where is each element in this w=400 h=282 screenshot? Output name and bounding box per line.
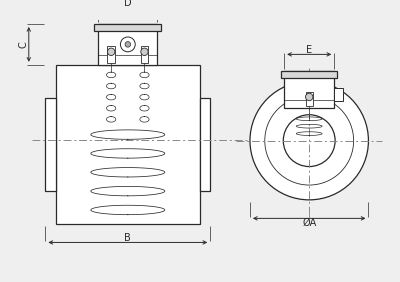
- Circle shape: [108, 48, 115, 56]
- Bar: [306, 92, 313, 106]
- Bar: [56, 65, 200, 224]
- Bar: [46, 98, 56, 191]
- Bar: [200, 98, 210, 191]
- Bar: [98, 24, 158, 65]
- Circle shape: [250, 81, 368, 200]
- Circle shape: [265, 96, 354, 185]
- Bar: [334, 88, 342, 101]
- Bar: [94, 24, 161, 31]
- Text: ØA: ØA: [302, 218, 316, 228]
- Text: B: B: [124, 233, 131, 243]
- Bar: [141, 46, 148, 63]
- Circle shape: [141, 48, 148, 56]
- Circle shape: [306, 93, 313, 101]
- Bar: [108, 46, 115, 63]
- Circle shape: [120, 37, 135, 52]
- Text: C: C: [18, 41, 28, 48]
- Bar: [284, 71, 334, 108]
- Bar: [282, 71, 337, 78]
- Text: D: D: [124, 0, 132, 8]
- Circle shape: [125, 42, 130, 47]
- Text: E: E: [306, 45, 312, 55]
- Circle shape: [283, 115, 335, 167]
